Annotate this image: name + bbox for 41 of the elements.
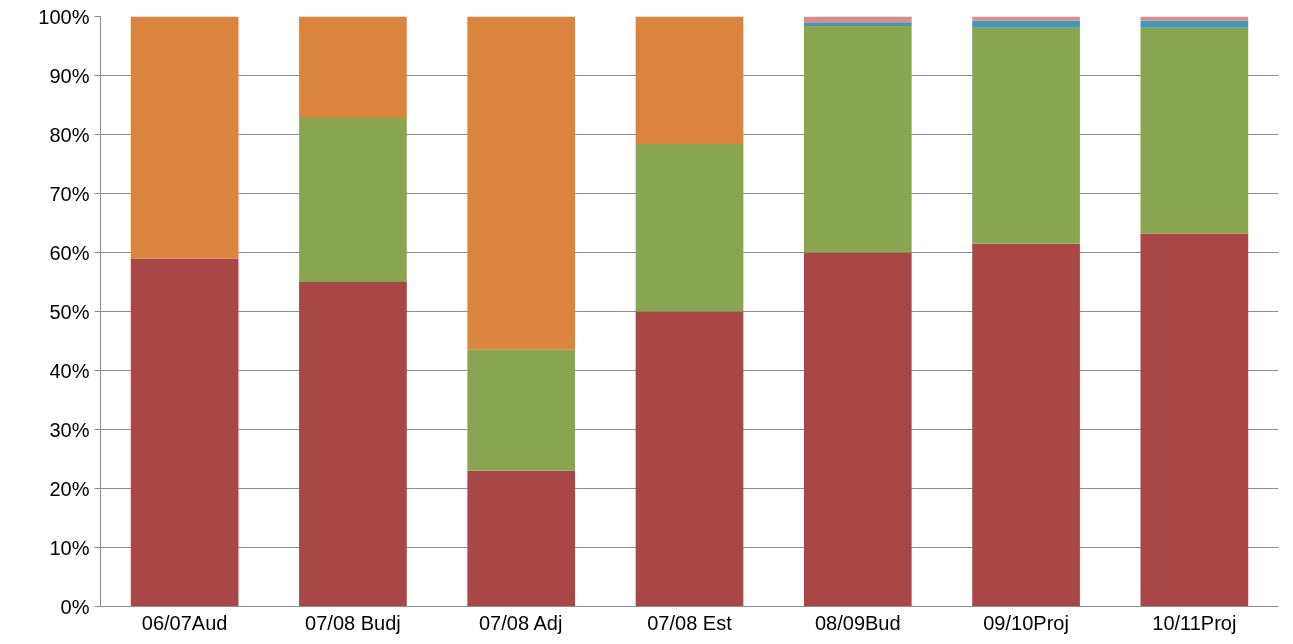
y-tick-label: 10%: [49, 536, 90, 559]
x-tick-label: 08/09Bud: [814, 611, 901, 634]
bar: [972, 20, 1080, 28]
y-tick-label: 80%: [49, 123, 90, 146]
x-tick-label: 07/08 Est: [647, 611, 733, 634]
y-tick-label: 50%: [49, 300, 90, 323]
bar: [972, 243, 1080, 607]
y-tick-label: 90%: [49, 64, 90, 87]
bar: [1140, 16, 1249, 21]
bar: [803, 252, 912, 607]
y-tick-label: 30%: [49, 418, 90, 441]
y-tick-label: 40%: [49, 359, 90, 382]
bar: [130, 16, 239, 259]
bar: [299, 117, 407, 282]
y-tick-label: 70%: [49, 182, 90, 205]
bar: [1140, 233, 1249, 607]
bar: [1140, 27, 1249, 234]
y-tick-label: 60%: [49, 241, 90, 264]
bar: [972, 27, 1080, 244]
bar: [803, 25, 912, 253]
bar: [299, 16, 407, 118]
bar: [299, 282, 407, 607]
bar: [635, 16, 744, 144]
bar: [635, 311, 744, 607]
bar: [467, 349, 576, 471]
bar: [803, 22, 912, 26]
bar: [467, 470, 576, 607]
bar: [803, 16, 912, 23]
bar: [972, 16, 1080, 21]
bar: [467, 16, 576, 350]
y-tick-label: 0%: [60, 595, 90, 618]
y-tick-label: 100%: [38, 5, 90, 28]
bar: [1140, 20, 1249, 28]
x-tick-label: 07/08 Adj: [478, 611, 563, 634]
x-tick-label: 10/11Proj: [1152, 611, 1237, 634]
bar: [635, 143, 744, 312]
x-tick-label: 07/08 Budj: [305, 611, 401, 634]
x-tick-label: 06/07Aud: [141, 611, 228, 634]
y-tick-label: 20%: [49, 477, 90, 500]
bar: [130, 258, 239, 607]
x-tick-label: 09/10Proj: [983, 611, 1069, 634]
